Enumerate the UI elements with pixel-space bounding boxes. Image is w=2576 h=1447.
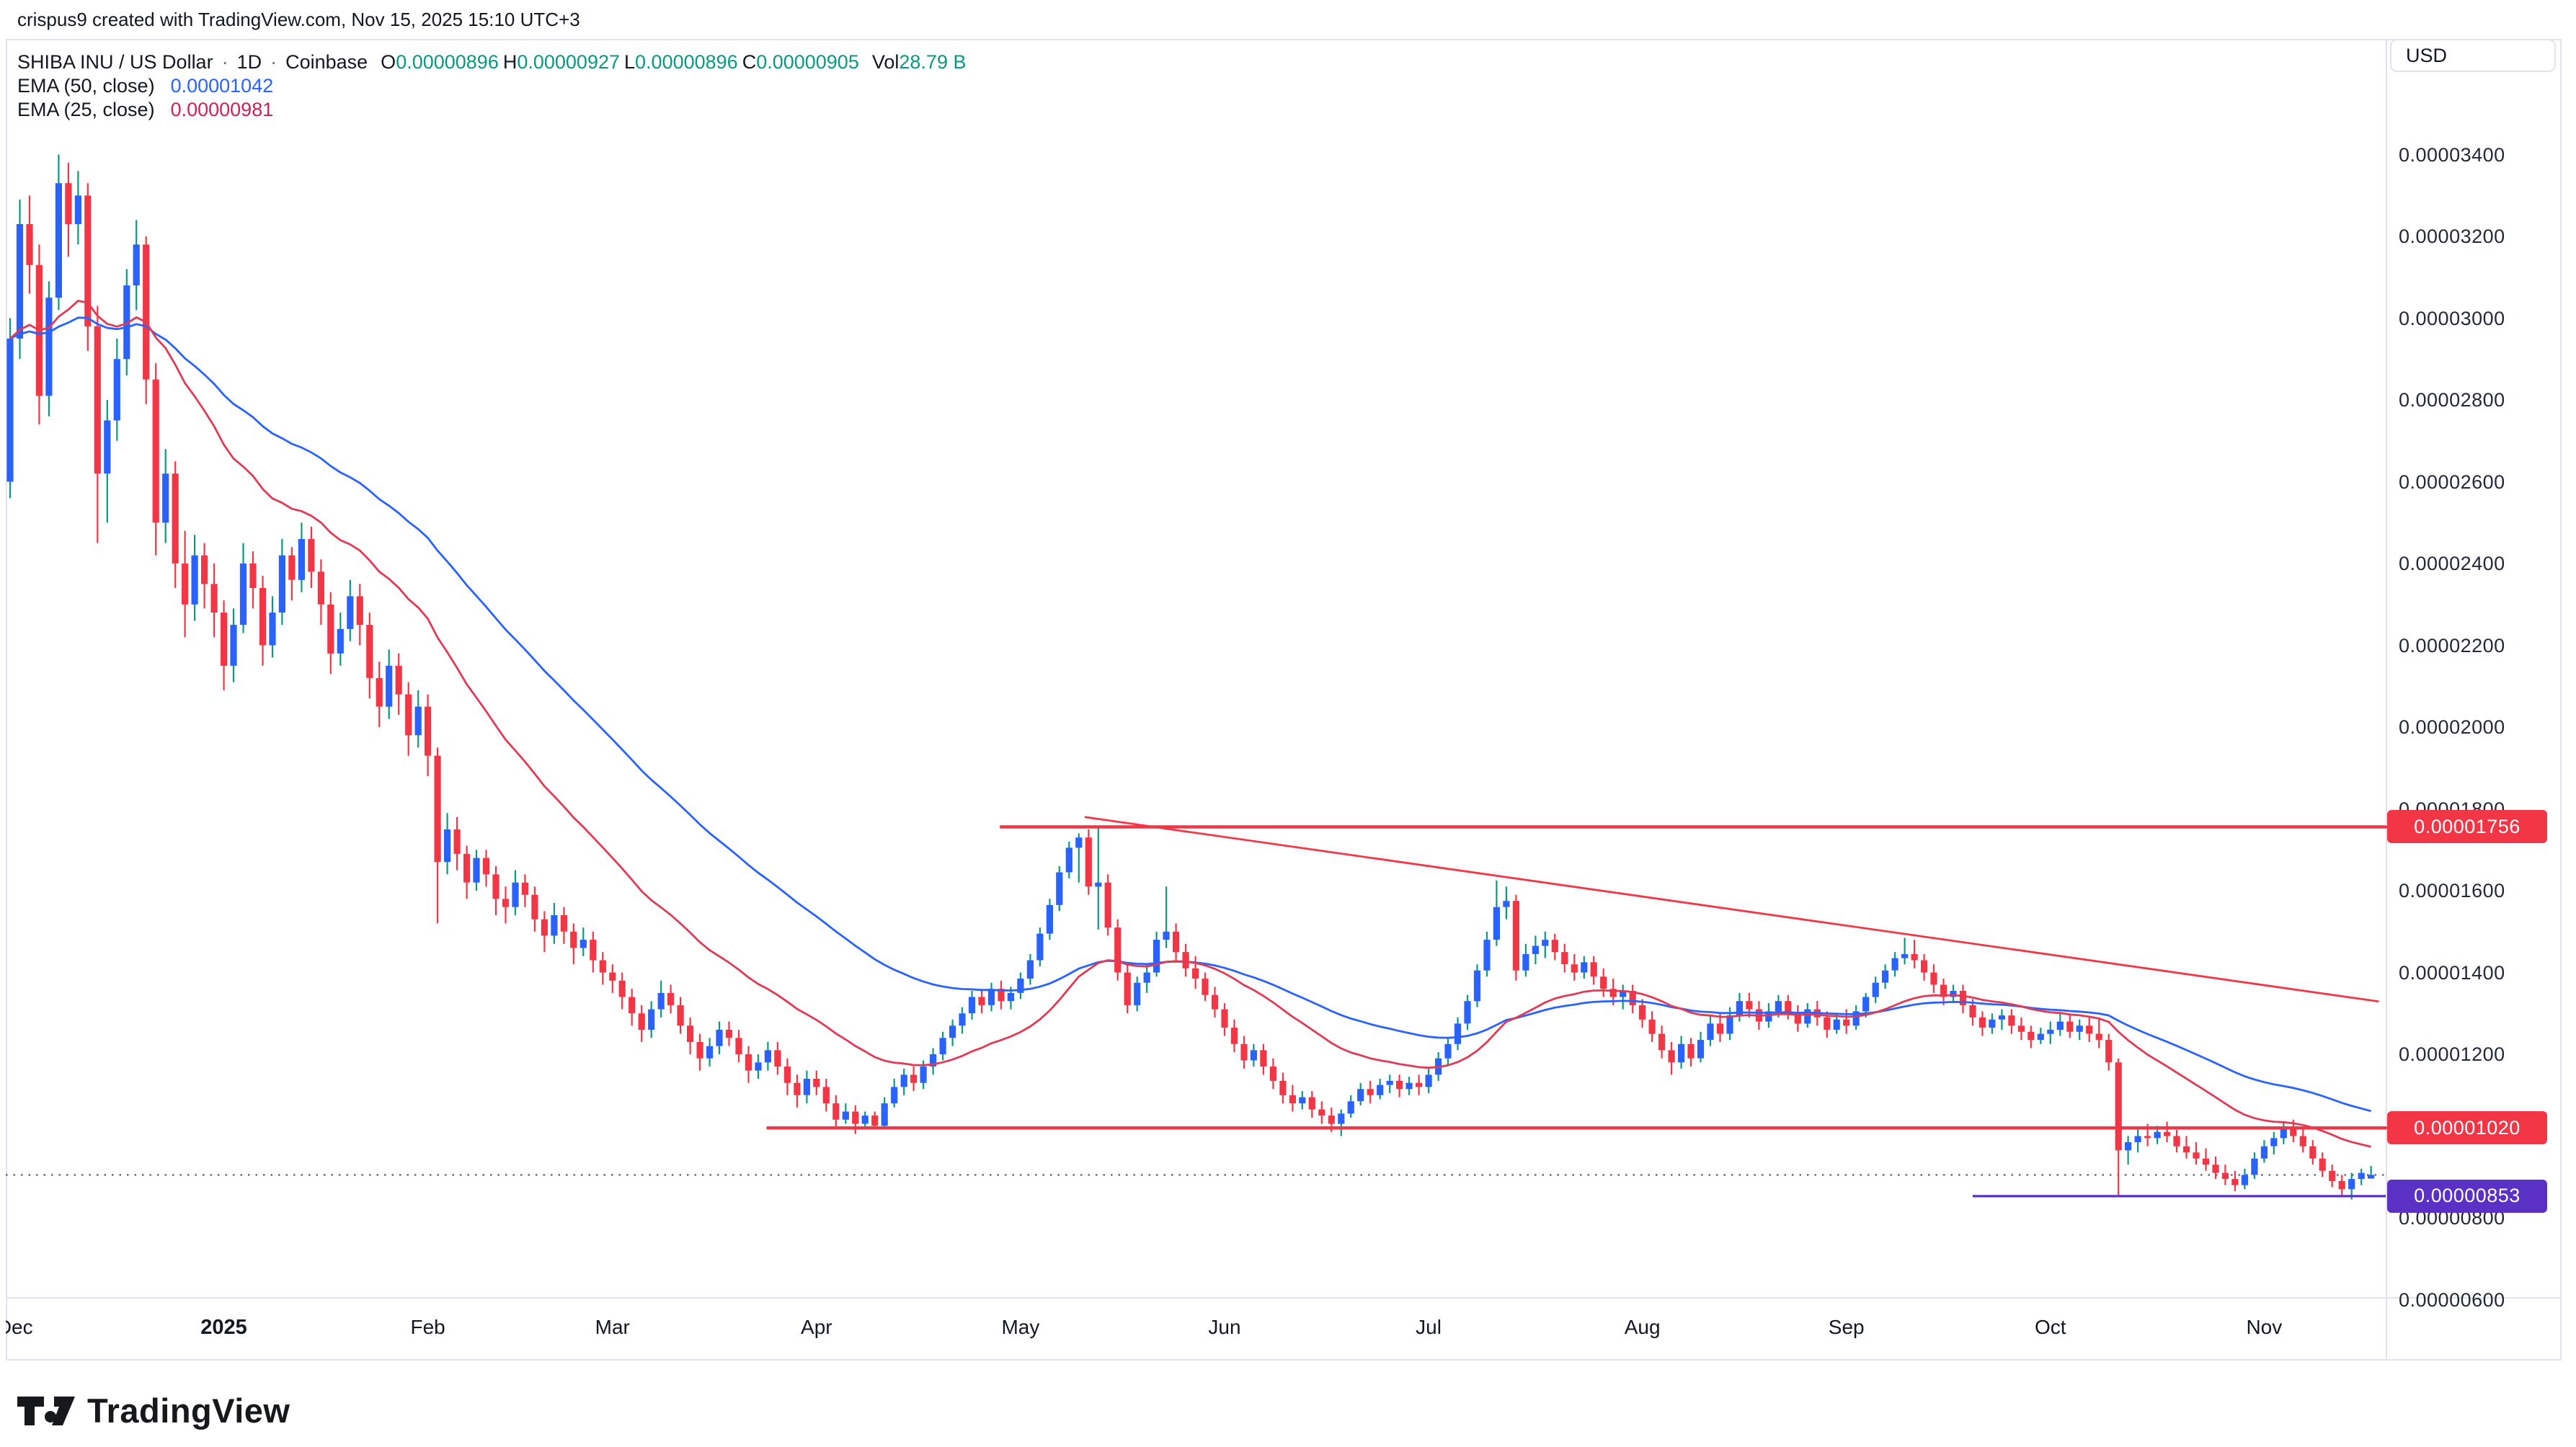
price-axis-label: 0.00001600 xyxy=(2399,880,2505,901)
separator: · xyxy=(221,50,228,73)
time-axis-top-border xyxy=(6,1297,2561,1299)
separator: · xyxy=(270,50,277,73)
time-axis-label-sep: Sep xyxy=(1828,1316,1865,1338)
time-axis-label-aug: Aug xyxy=(1624,1316,1661,1338)
price-axis[interactable]: 0.00003400 0.00003200 0.00003000 0.00002800… xyxy=(2386,39,2576,1361)
time-axis-label-oct: Oct xyxy=(2035,1316,2066,1338)
price-axis-label: 0.00000600 xyxy=(2399,1288,2505,1311)
resistance-price-badge: 0.00001756 xyxy=(2387,810,2547,844)
interval-label[interactable]: 1D xyxy=(236,50,262,73)
price-axis-label: 0.00001400 xyxy=(2399,961,2505,984)
support-price-badge: 0.00001020 xyxy=(2387,1111,2547,1145)
ema50-label[interactable]: EMA (50, close) xyxy=(17,74,155,97)
ema25-label[interactable]: EMA (25, close) xyxy=(17,98,155,120)
time-axis-label-nov: Nov xyxy=(2246,1316,2283,1338)
ohlc-o: O0.00000896 xyxy=(381,50,499,73)
time-axis[interactable]: Dec 2025 Feb Mar Apr May Jun Jul Aug Sep Oct Nov xyxy=(6,1297,2386,1361)
frame-right-border xyxy=(2560,39,2562,1361)
price-axis-label: 0.00002800 xyxy=(2399,389,2505,411)
ema25-line xyxy=(9,299,2371,1148)
currency-label: USD xyxy=(2406,44,2448,66)
ema25-value: 0.00000981 xyxy=(170,98,274,120)
chart-top-border xyxy=(6,39,2561,40)
ema25-row: EMA (25, close) 0.00000981 xyxy=(17,98,966,121)
ohlc-values: O0.00000896 H0.00000927 L0.00000896 C0.0000… xyxy=(376,51,859,74)
price-axis-label: 0.00003200 xyxy=(2399,226,2505,247)
currency-toggle-button[interactable]: USD xyxy=(2390,39,2556,72)
time-axis-label-may: May xyxy=(1001,1316,1040,1338)
chart-left-border xyxy=(6,39,7,1361)
price-axis-label: 0.00002600 xyxy=(2399,471,2505,493)
ema50-value: 0.00001042 xyxy=(170,74,274,97)
time-axis-label-jun: Jun xyxy=(1208,1316,1241,1338)
ohlc-c: C0.00000905 xyxy=(742,50,859,73)
price-axis-label: 0.00002200 xyxy=(2399,634,2505,656)
time-axis-label-jul: Jul xyxy=(1416,1316,1442,1338)
tradingview-logo-icon xyxy=(17,1396,75,1425)
ohlc-l: L0.00000896 xyxy=(624,50,738,73)
volume-readout: Vol28.79 B xyxy=(872,51,967,74)
time-axis-label-2025: 2025 xyxy=(200,1316,247,1339)
time-axis-label-dec: Dec xyxy=(6,1316,33,1338)
price-axis-label: 0.00003400 xyxy=(2399,143,2505,166)
creator-attribution: crispus9 created with TradingView.com, N… xyxy=(17,9,580,30)
frame-bottom-border xyxy=(6,1359,2561,1361)
symbol-title[interactable]: SHIBA INU / US Dollar xyxy=(17,50,213,73)
ema50-line xyxy=(9,316,2371,1113)
volume-label: Vol xyxy=(871,50,900,73)
time-axis-label-feb: Feb xyxy=(410,1316,445,1338)
price-axis-label: 0.00001200 xyxy=(2399,1043,2505,1065)
price-axis-label: 0.00003000 xyxy=(2399,307,2505,329)
ohlc-h: H0.00000927 xyxy=(502,50,620,73)
descending-trendline[interactable] xyxy=(1084,816,2379,1003)
symbol-row: SHIBA INU / US Dollar · 1D · Coinbase O0… xyxy=(17,50,966,74)
axis-divider xyxy=(2386,39,2387,1361)
exchange-label: Coinbase xyxy=(285,50,368,73)
time-axis-label-mar: Mar xyxy=(595,1316,630,1338)
price-axis-label: 0.00002000 xyxy=(2399,716,2505,738)
chart-legend: SHIBA INU / US Dollar · 1D · Coinbase O0… xyxy=(17,50,966,121)
purple-level-price-badge: 0.00000853 xyxy=(2387,1179,2547,1213)
price-axis-label: 0.00002400 xyxy=(2399,553,2505,574)
time-axis-label-apr: Apr xyxy=(801,1316,832,1338)
volume-value: 28.79 B xyxy=(899,50,967,73)
candlestick-series xyxy=(6,154,2375,1200)
ema50-row: EMA (50, close) 0.00001042 xyxy=(17,74,966,97)
tradingview-logo-text: TradingView xyxy=(87,1392,290,1430)
tradingview-logo[interactable]: TradingView xyxy=(17,1391,290,1430)
